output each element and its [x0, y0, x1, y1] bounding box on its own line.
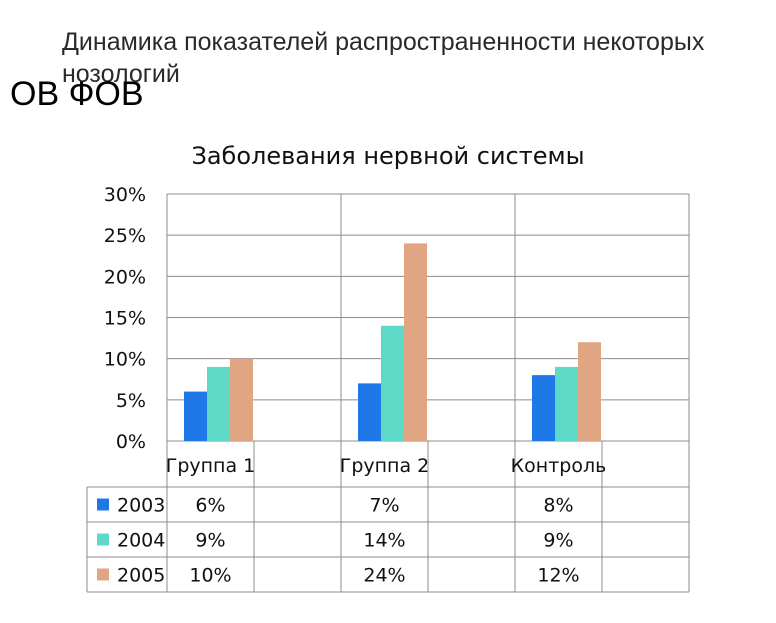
y-tick-label: 0%	[116, 431, 146, 453]
legend-label: 2004	[117, 530, 165, 552]
data-label: 14%	[363, 530, 405, 552]
category-label: Группа 2	[340, 455, 430, 477]
bar-2005-2	[404, 243, 427, 441]
bar-2003-3	[532, 375, 555, 441]
bar-2004-3	[555, 366, 578, 441]
slide-subtitle: ОВ ФОВ	[10, 75, 144, 113]
data-label: 7%	[369, 495, 399, 517]
category-label: Контроль	[511, 455, 607, 477]
bar-2003-1	[184, 391, 207, 441]
legend-label: 2005	[117, 565, 165, 587]
data-label: 8%	[543, 495, 573, 517]
y-tick-label: 10%	[104, 349, 146, 371]
data-label: 9%	[195, 530, 225, 552]
bar-2004-2	[381, 325, 404, 441]
data-label: 24%	[363, 565, 405, 587]
legend-swatch-2003	[97, 498, 109, 511]
data-label: 9%	[543, 530, 573, 552]
data-label: 10%	[189, 565, 231, 587]
y-tick-label: 15%	[104, 308, 146, 330]
data-label: 6%	[195, 495, 225, 517]
y-axis-tick-labels: 0% 5% 10% 15% 20% 25% 30%	[104, 184, 146, 453]
legend-label: 2003	[117, 495, 165, 517]
y-tick-label: 20%	[104, 266, 146, 288]
chart-title: Заболевания нервной системы	[191, 142, 584, 170]
data-label: 12%	[537, 565, 579, 587]
category-label: Группа 1	[166, 455, 256, 477]
bar-2003-2	[358, 383, 381, 441]
slide-title: Динамика показателей распространенности …	[62, 28, 705, 88]
bar-2005-3	[578, 342, 601, 441]
legend-swatch-2005	[97, 568, 109, 581]
legend-swatch-2004	[97, 533, 109, 546]
bar-2005-1	[230, 358, 253, 441]
y-tick-label: 30%	[104, 184, 146, 206]
y-tick-label: 25%	[104, 225, 146, 247]
bars	[184, 243, 601, 441]
bar-2004-1	[207, 366, 230, 441]
y-tick-label: 5%	[116, 390, 146, 412]
data-table: Группа 1 Группа 2 Контроль 2003 6% 7% 8% 2004 9%…	[86, 441, 690, 593]
